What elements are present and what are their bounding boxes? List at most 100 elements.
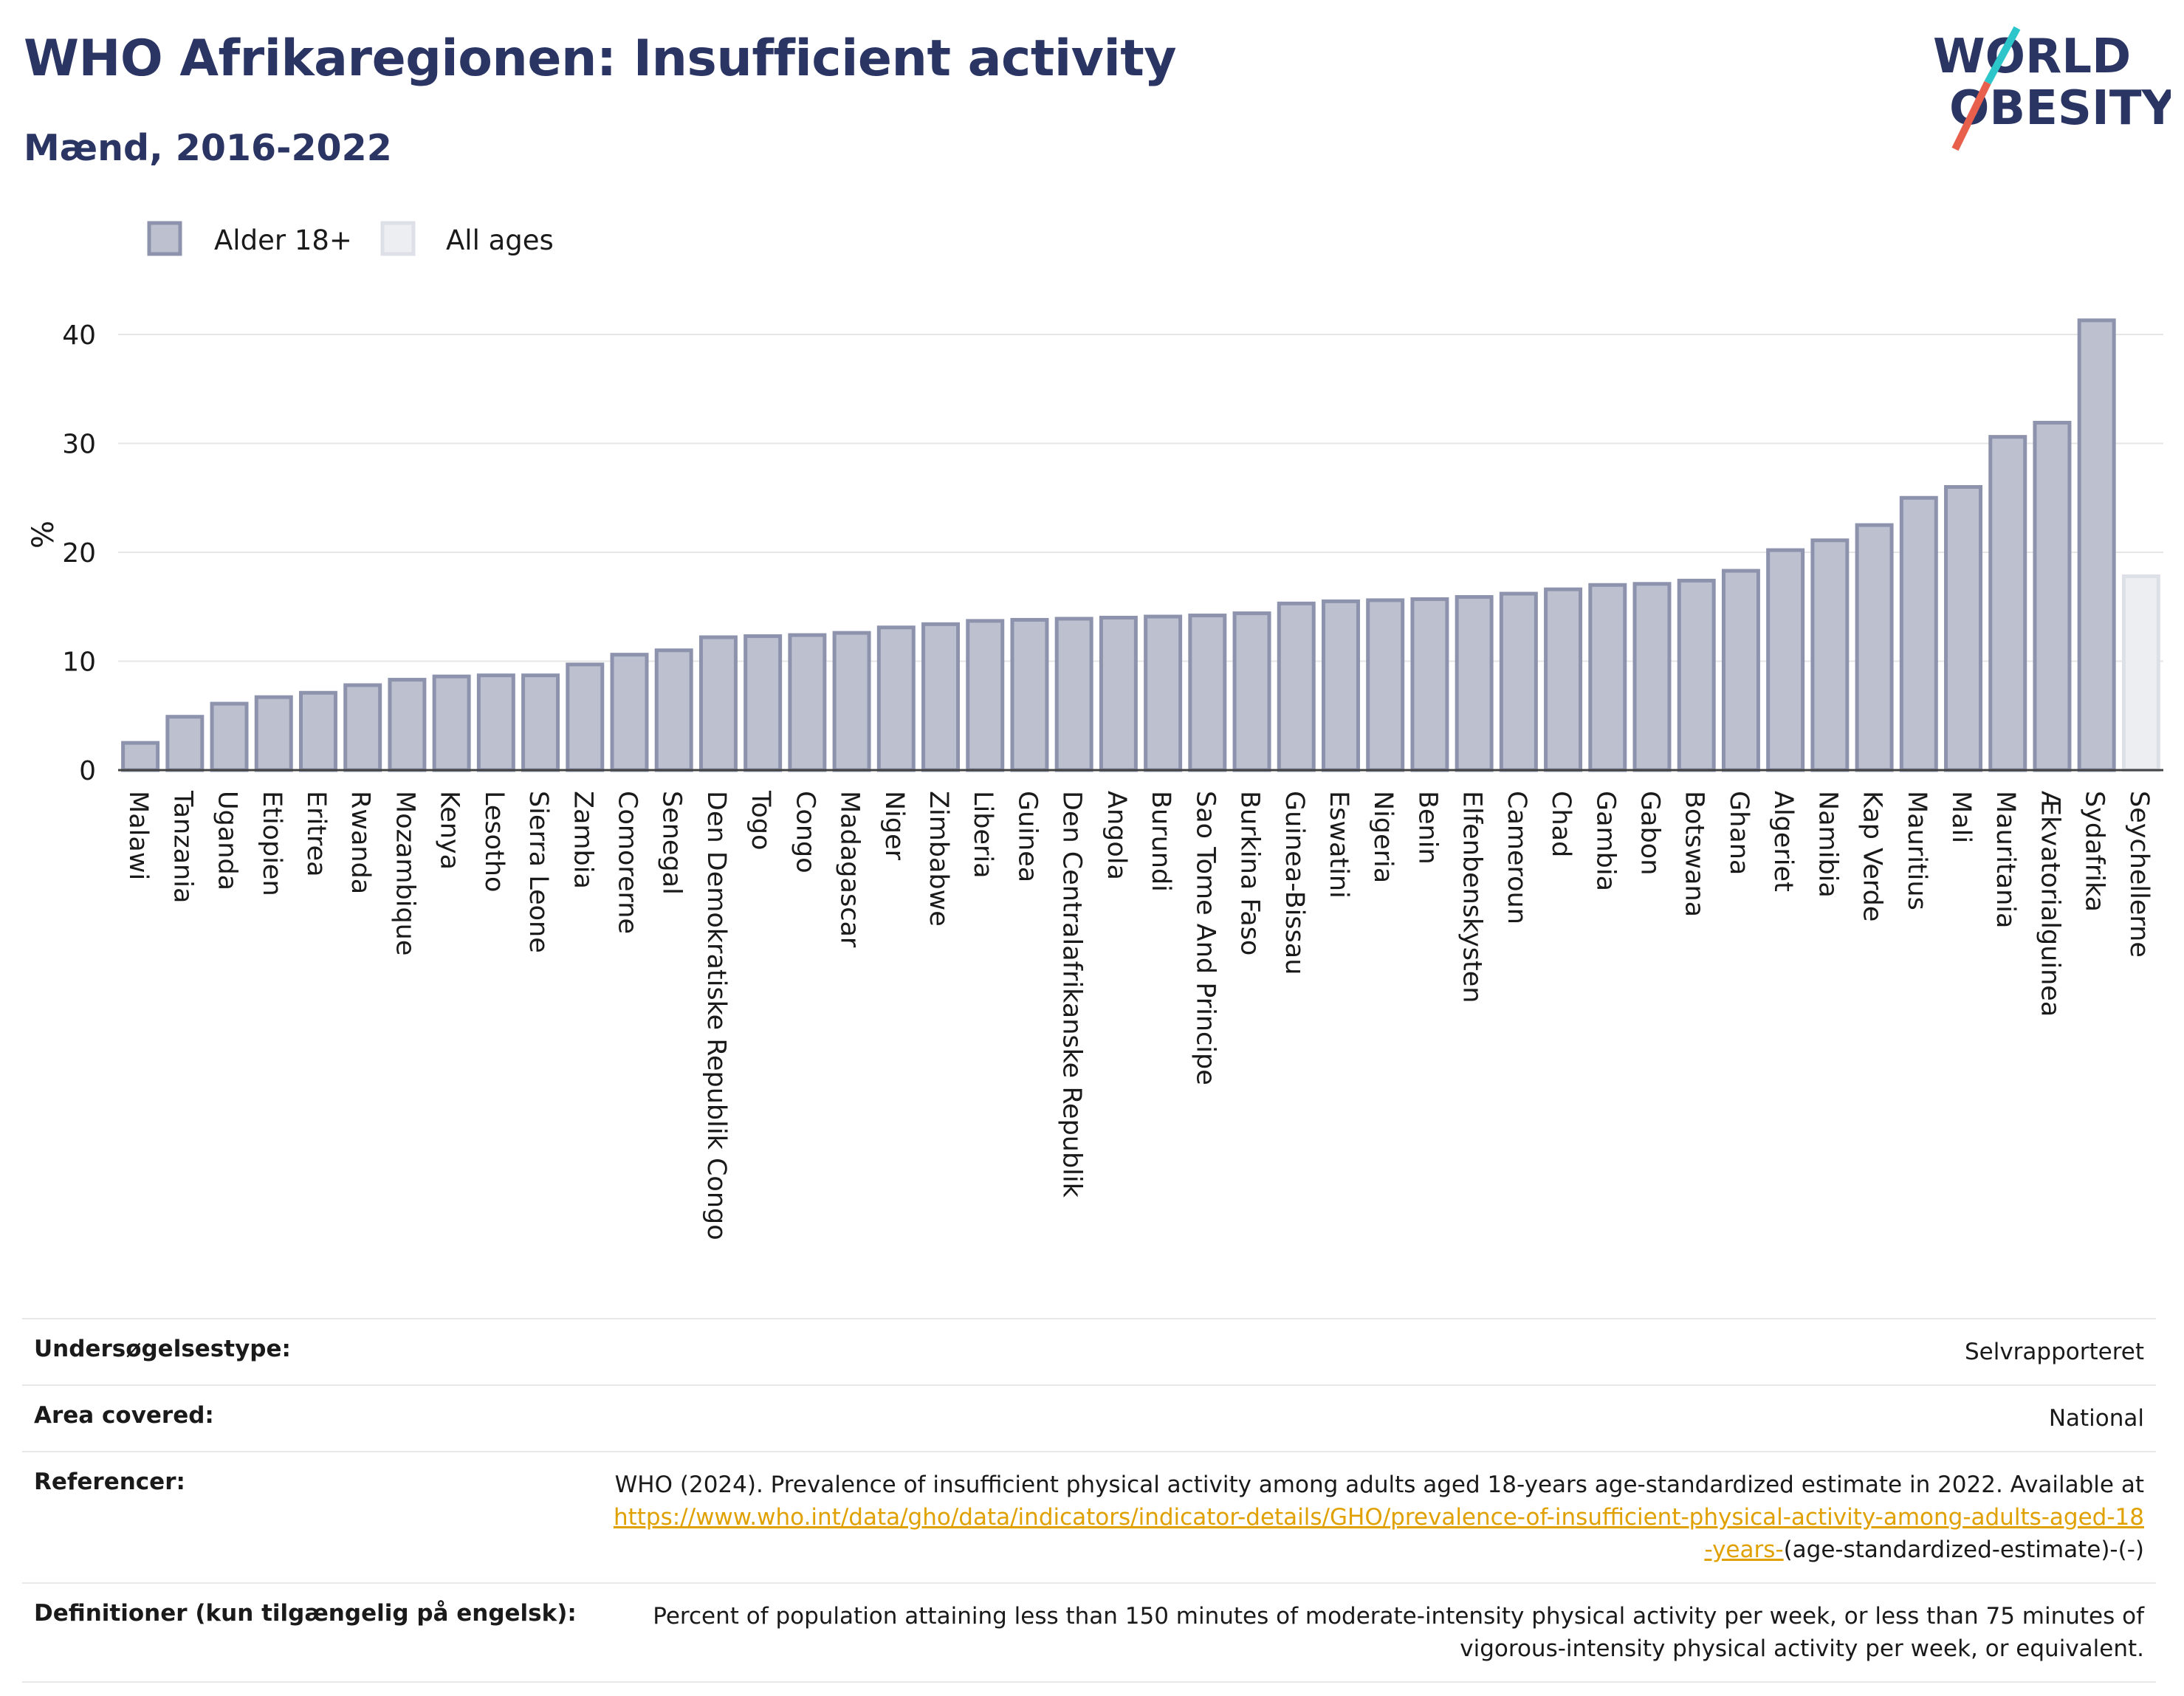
x-tick-label: Sydafrika — [2080, 791, 2109, 912]
x-tick-label: Kap Verde — [1858, 791, 1887, 921]
info-value: Selvrapporteret — [1964, 1339, 2144, 1365]
y-tick-label: 30 — [62, 430, 96, 460]
x-tick-label: Madagascar — [835, 791, 865, 948]
x-tick-label: Niger — [879, 791, 909, 861]
x-tick-label: Mozambique — [390, 791, 419, 955]
legend-label-adult: Alder 18+ — [214, 224, 352, 256]
bar-malawi — [121, 741, 160, 772]
bar-congo — [788, 633, 827, 772]
bar-niger — [876, 625, 916, 772]
bar-ækvatorialguinea — [2033, 420, 2072, 772]
page-subtitle: Mænd, 2016-2022 — [24, 127, 392, 169]
bar-comorerne — [610, 653, 649, 772]
chart-legend: Alder 18+ All ages — [147, 221, 554, 256]
x-tick-label: Zambia — [568, 791, 597, 889]
x-tick-label: Sao Tome And Principe — [1190, 791, 1220, 1085]
bar-madagascar — [832, 631, 871, 772]
x-tick-label: Mauritania — [1991, 791, 2020, 928]
bar-sierra-leone — [521, 673, 560, 772]
bar-gambia — [1588, 583, 1627, 772]
bar-eswatini — [1321, 599, 1360, 772]
bar-etiopien — [254, 695, 293, 772]
info-value: Percent of population attaining less tha… — [653, 1603, 2144, 1662]
bar-rwanda — [343, 683, 382, 772]
x-tick-label: Ghana — [1724, 791, 1754, 875]
bar-nigeria — [1366, 598, 1405, 772]
bar-botswana — [1677, 578, 1716, 772]
bar-senegal — [654, 648, 693, 772]
bar-lesotho — [476, 673, 515, 772]
bar-tanzania — [165, 715, 205, 772]
legend-swatch-allages — [380, 221, 416, 256]
bar-burkina-faso — [1232, 611, 1271, 772]
bar-den-centralafrikanske-republik — [1054, 617, 1093, 772]
x-tick-label: Rwanda — [346, 791, 375, 894]
x-tick-label: Sierra Leone — [523, 791, 553, 953]
legend-swatch-adult — [147, 221, 182, 256]
x-tick-label: Botswana — [1680, 791, 1709, 917]
bar-mauritius — [1899, 495, 1938, 772]
x-tick-label: Zimbabwe — [924, 791, 953, 927]
info-value: WHO (2024). Prevalence of insufficient p… — [608, 1469, 2144, 1566]
x-tick-label: Den Centralafrikanske Republik — [1057, 791, 1087, 1198]
x-tick-label: Ækvatorialguinea — [2035, 791, 2064, 1017]
bar-mauritania — [1988, 435, 2027, 772]
x-tick-label: Elfenbenskysten — [1457, 791, 1487, 1003]
x-tick-label: Senegal — [657, 791, 687, 895]
x-tick-label: Nigeria — [1368, 791, 1398, 883]
x-tick-label: Tanzania — [168, 790, 197, 903]
x-tick-label: Chad — [1546, 791, 1576, 857]
x-tick-label: Den Demokratiske Republik Congo — [701, 791, 731, 1240]
bar-zimbabwe — [921, 622, 961, 772]
x-tick-label: Etiopien — [257, 791, 286, 896]
bar-zambia — [566, 662, 605, 772]
info-row-area: Area covered: National — [22, 1384, 2156, 1451]
info-key: Definitioner (kun tilgængelig på engelsk… — [34, 1600, 577, 1627]
x-tick-label: Guinea — [1012, 791, 1042, 882]
y-tick-label: 40 — [62, 320, 96, 351]
bar-namibia — [1810, 538, 1850, 772]
x-tick-label: Guinea-Bissau — [1280, 791, 1309, 975]
bar-chart: Alder 18+ All ages % 0 10 20 30 40 Malawi Tan… — [27, 221, 2163, 1240]
reference-suffix: (age-standardized-estimate)-(-) — [1783, 1537, 2144, 1563]
bar-ghana — [1721, 569, 1760, 772]
x-tick-label: Comorerne — [613, 791, 642, 934]
info-key: Undersøgelsestype: — [34, 1336, 291, 1362]
bar-mali — [1944, 485, 1983, 772]
bar-kenya — [432, 674, 471, 772]
bar-sydafrika — [2077, 318, 2116, 772]
info-key: Referencer: — [34, 1469, 185, 1495]
bar-gabon — [1632, 582, 1672, 772]
x-tick-label: Burundi — [1146, 791, 1175, 892]
x-tick-label: Mali — [1946, 791, 1976, 843]
x-tick-label: Eritrea — [301, 791, 331, 877]
reference-link[interactable]: https://www.who.int/data/gho/data/indica… — [613, 1504, 2144, 1563]
reference-text: WHO (2024). Prevalence of insufficient p… — [614, 1472, 2144, 1498]
x-tick-label: Congo — [790, 791, 820, 873]
x-tick-label: Lesotho — [479, 791, 509, 892]
bar-den-demokratiske-republik-congo — [698, 635, 738, 772]
x-tick-label: Cameroun — [1502, 791, 1531, 924]
bar-guinea — [1010, 617, 1049, 772]
x-tick-label: Togo — [746, 790, 775, 850]
info-row-survey-type: Undersøgelsestype: Selvrapporteret — [22, 1318, 2156, 1384]
x-tick-label: Kenya — [435, 791, 464, 870]
x-tick-label: Uganda — [213, 791, 242, 890]
legend-label-allages: All ages — [446, 224, 554, 256]
info-row-definitions: Definitioner (kun tilgængelig på engelsk… — [22, 1582, 2156, 1683]
x-tick-label: Algeriet — [1768, 791, 1798, 892]
x-tick-label: Liberia — [968, 791, 997, 879]
bar-uganda — [210, 701, 249, 772]
info-row-references: Referencer: WHO (2024). Prevalence of in… — [22, 1451, 2156, 1582]
bar-angola — [1099, 616, 1138, 772]
bar-cameroun — [1499, 591, 1538, 772]
x-tick-label: Seychellerne — [2124, 791, 2154, 958]
y-tick-label: 0 — [79, 756, 96, 786]
world-obesity-logo: WORLD OBESITY — [1933, 26, 2171, 151]
logo-line1: WORLD — [1933, 30, 2131, 84]
y-axis-label: % — [27, 521, 61, 549]
y-tick-label: 20 — [62, 538, 96, 569]
x-tick-label: Namibia — [1813, 791, 1842, 898]
bar-kap-verde — [1855, 523, 1894, 772]
info-value: National — [2048, 1405, 2144, 1432]
